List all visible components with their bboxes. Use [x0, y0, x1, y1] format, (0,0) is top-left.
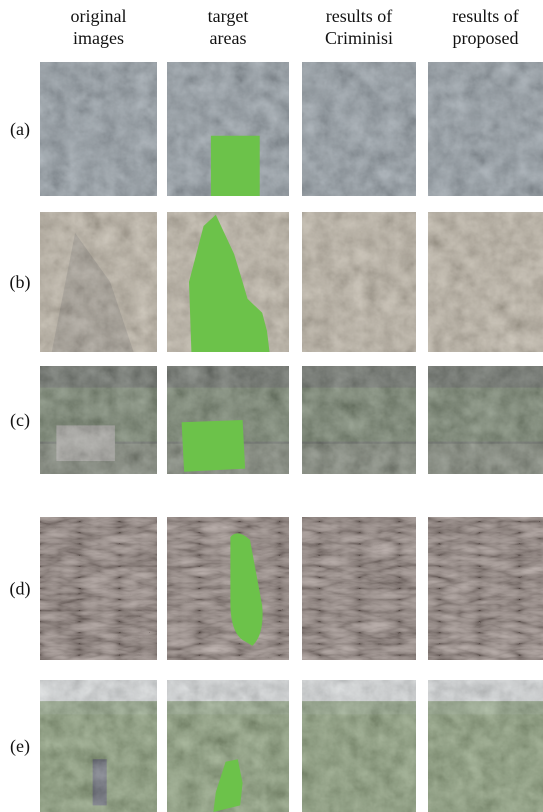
image: [302, 212, 416, 352]
row-label: (b): [10, 272, 31, 293]
image-texture: [428, 62, 543, 196]
image: [167, 680, 289, 812]
image: [40, 517, 157, 660]
column-header: results of: [452, 6, 519, 26]
image-texture: [40, 212, 157, 352]
column-header: proposed: [453, 28, 519, 48]
image-texture: [428, 366, 543, 474]
column-header: results of: [326, 6, 393, 26]
image: [167, 62, 289, 196]
image: [167, 212, 289, 352]
image-texture: [302, 62, 416, 196]
image: [428, 366, 543, 474]
image-texture: [302, 212, 416, 352]
image-texture: [302, 680, 416, 812]
column-header: Criminisi: [325, 28, 393, 48]
image-texture: [302, 517, 416, 660]
image-texture: [40, 680, 157, 812]
image: [428, 680, 543, 812]
row-label: (c): [10, 410, 30, 431]
image: [302, 366, 416, 474]
column-header: original: [71, 6, 127, 26]
image-texture: [428, 517, 543, 660]
image: [428, 212, 543, 352]
target-area: [182, 420, 246, 472]
image: [302, 680, 416, 812]
image-texture: [40, 366, 157, 474]
row-label: (a): [10, 119, 30, 140]
figure: originalimagestargetareasresults ofCrimi…: [0, 0, 543, 812]
row-label: (e): [10, 736, 30, 757]
image: [167, 366, 289, 474]
image: [40, 680, 157, 812]
column-header: areas: [210, 28, 247, 48]
image: [40, 62, 157, 196]
image: [428, 517, 543, 660]
target-area: [211, 136, 260, 196]
image: [40, 366, 157, 474]
image: [40, 212, 157, 352]
image-texture: [40, 62, 157, 196]
image: [302, 517, 416, 660]
column-header: target: [208, 6, 249, 26]
column-header: images: [73, 28, 124, 48]
image: [428, 62, 543, 196]
image-texture: [167, 517, 289, 660]
image-texture: [428, 212, 543, 352]
image-texture: [428, 680, 543, 812]
image-texture: [302, 366, 416, 474]
row-label: (d): [10, 579, 31, 600]
image-texture: [40, 517, 157, 660]
image: [302, 62, 416, 196]
image: [167, 517, 289, 660]
